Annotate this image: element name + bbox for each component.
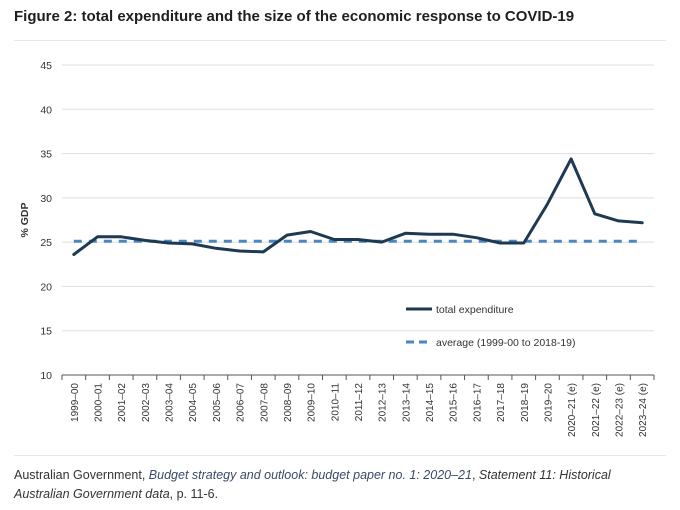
x-tick-label: 2020–21 (e)	[567, 383, 578, 437]
y-axis-label: % GDP	[19, 202, 31, 237]
chart-container: 10 15 20 25 30 35 40 45 1999–00 2000–01 2001–02 200…	[14, 40, 666, 456]
x-tick-label: 2021–22 (e)	[591, 383, 602, 437]
x-tick-label: 2023–24 (e)	[638, 383, 649, 437]
x-tick-label: 2012–13	[378, 383, 389, 422]
x-tick-label: 2003–04	[165, 383, 176, 422]
x-tick-label: 2017–18	[496, 383, 507, 422]
y-tick-label: 10	[40, 370, 52, 382]
x-tick-label: 1999–00	[70, 383, 81, 422]
x-tick-label: 2008–09	[283, 383, 294, 422]
y-tick-label: 30	[40, 193, 52, 205]
x-tick-label: 2005–06	[212, 383, 223, 422]
source-link[interactable]: Budget strategy and outlook: budget pape…	[148, 468, 472, 482]
x-tick-label: 2000–01	[94, 383, 105, 422]
caption-suffix: , p. 11-6.	[169, 487, 219, 501]
caption-middle: ,	[471, 468, 479, 482]
x-tick-label: 2007–08	[259, 383, 270, 422]
x-tick-label: 2019–20	[543, 383, 554, 422]
caption-prefix: Australian Government,	[14, 468, 149, 482]
x-tick-label: 2002–03	[141, 383, 152, 422]
x-tick-label: 2022–23 (e)	[614, 383, 625, 437]
figure-title: Figure 2: total expenditure and the size…	[14, 8, 575, 25]
x-tick-label: 2009–10	[307, 383, 318, 422]
x-tick-label: 2014–15	[425, 383, 436, 422]
y-tick-label: 45	[40, 60, 52, 72]
x-tick-label: 2015–16	[449, 383, 460, 422]
x-tick-label: 2010–11	[330, 383, 341, 422]
source-caption: Australian Government, Budget strategy a…	[14, 466, 654, 504]
caption-statement: Statement 11: Historical Australian Gove…	[14, 468, 611, 501]
x-tick-label: 2018–19	[520, 383, 531, 422]
series-line-total-expenditure	[72, 157, 644, 256]
x-tick-label: 2016–17	[472, 383, 483, 422]
y-tick-label: 20	[40, 281, 52, 293]
y-tick-label: 25	[40, 237, 52, 249]
x-tick-label: 2013–14	[401, 383, 412, 422]
x-tick-label: 2011–12	[354, 383, 365, 422]
x-tick-label: 2001–02	[117, 383, 128, 422]
y-tick-label: 35	[40, 149, 52, 161]
y-tick-label: 40	[40, 104, 52, 116]
line-chart: 10 15 20 25 30 35 40 45 1999–00 2000–01 2001–02 200…	[19, 60, 655, 437]
y-tick-label: 15	[40, 326, 52, 338]
legend-label-average: average (1999-00 to 2018-19)	[436, 337, 576, 349]
x-tick-label: 2006–07	[236, 383, 247, 422]
x-tick-label: 2004–05	[188, 383, 199, 422]
legend-label-total-expenditure: total expenditure	[436, 304, 514, 316]
